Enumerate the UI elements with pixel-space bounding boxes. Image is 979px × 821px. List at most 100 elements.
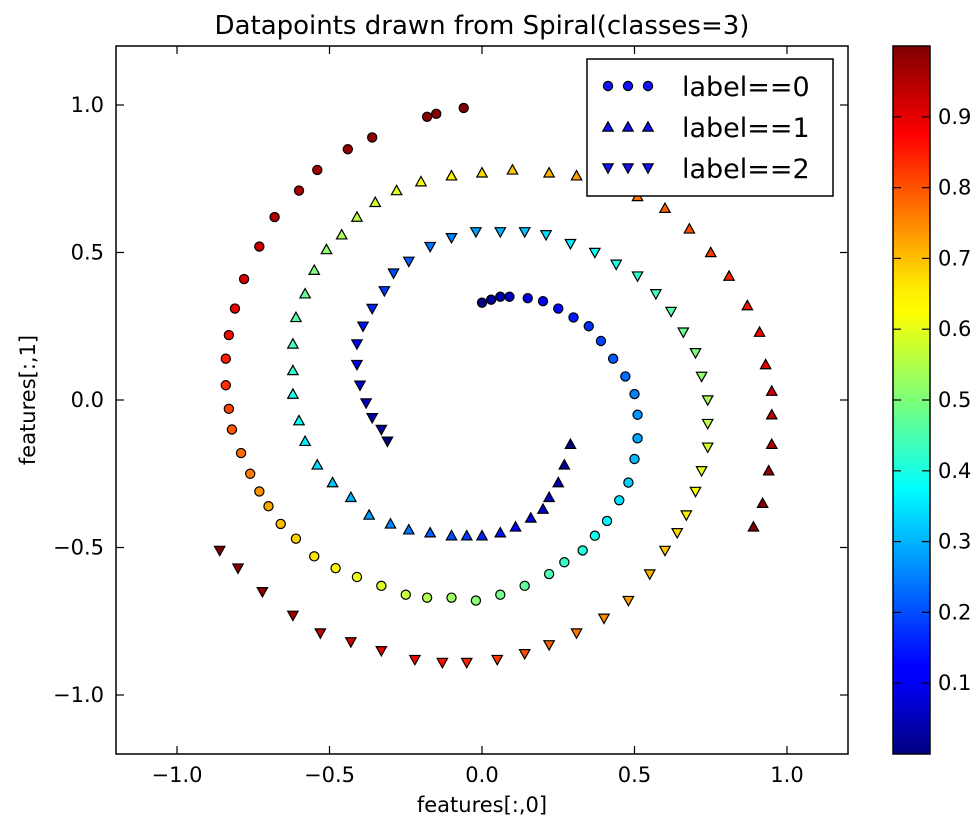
data-point-label-0 [620, 371, 631, 382]
data-point-label-0 [235, 447, 247, 459]
data-point-label-2 [542, 640, 556, 652]
data-point-label-2 [609, 259, 623, 271]
data-point-label-2 [570, 628, 583, 640]
data-point-label-0 [537, 295, 549, 307]
data-point-label-2 [344, 637, 358, 649]
data-point-label-1 [542, 490, 556, 503]
data-point-label-0 [269, 211, 280, 223]
data-point-label-0 [244, 468, 256, 479]
data-point-label-0 [254, 241, 265, 252]
data-point-label-1 [762, 464, 775, 476]
data-point-label-0 [458, 102, 469, 114]
data-point-label-0 [220, 353, 231, 364]
data-point-label-2 [445, 232, 458, 245]
data-point-label-1 [298, 434, 312, 447]
data-point-label-2 [213, 545, 226, 557]
colorbar-tick-label: 0.5 [938, 388, 971, 412]
data-point-label-1 [390, 184, 403, 196]
data-point-label-0 [519, 580, 530, 592]
data-point-label-0 [238, 273, 250, 285]
data-point-label-0 [601, 515, 613, 527]
data-point-label-1 [558, 458, 571, 470]
data-point-label-0 [293, 185, 305, 196]
data-point-label-2 [460, 657, 473, 669]
colorbar-tick-label: 0.7 [938, 246, 971, 270]
data-point-label-0 [342, 144, 353, 155]
legend-marker-1 [601, 120, 615, 132]
data-point-label-1 [320, 243, 333, 255]
legend-marker-1 [621, 120, 635, 132]
data-point-label-1 [335, 228, 348, 240]
data-point-label-1 [494, 526, 507, 538]
data-point-label-1 [308, 263, 321, 275]
data-point-label-2 [350, 359, 364, 372]
data-point-label-2 [695, 371, 708, 383]
data-point-label-2 [231, 563, 245, 575]
x-tick-label: 1.0 [770, 763, 803, 787]
data-point-label-0 [446, 592, 457, 603]
data-point-label-1 [414, 175, 428, 187]
data-point-label-1 [445, 169, 458, 181]
data-point-label-1 [402, 523, 416, 535]
data-point-label-1 [741, 299, 754, 311]
data-point-label-2 [701, 442, 714, 454]
data-point-label-1 [759, 358, 772, 370]
data-point-label-1 [765, 384, 778, 396]
data-point-label-2 [387, 268, 400, 280]
data-point-label-2 [588, 247, 602, 259]
data-point-label-2 [350, 339, 364, 351]
data-point-label-1 [292, 414, 306, 426]
data-point-label-1 [570, 169, 583, 181]
data-point-label-2 [381, 436, 394, 448]
data-point-label-0 [229, 303, 241, 314]
data-point-label-2 [658, 545, 672, 557]
data-point-label-2 [359, 398, 373, 410]
data-point-label-0 [220, 380, 231, 391]
legend-label-0: label==0 [682, 72, 810, 103]
data-point-label-2 [597, 613, 611, 625]
colorbar-ticks: 0.1 0.2 0.3 0.4 0.5 0.6 0.7 0.8 0.9 [893, 105, 971, 695]
colorbar-tick-label: 0.3 [938, 530, 971, 554]
data-point-label-0 [522, 293, 533, 304]
data-point-label-2 [701, 418, 714, 431]
data-point-label-1 [475, 529, 489, 541]
x-tick-label: −1.0 [152, 763, 203, 787]
data-point-label-1 [289, 310, 303, 323]
data-point-label-2 [356, 321, 370, 333]
colorbar-tick-label: 0.4 [938, 459, 971, 483]
data-point-label-2 [408, 654, 422, 667]
data-point-label-2 [643, 569, 656, 581]
data-point-label-0 [632, 433, 643, 444]
data-point-label-0 [351, 571, 363, 583]
data-point-label-1 [350, 210, 364, 222]
data-point-label-2 [680, 510, 693, 522]
y-tick-label: 0.5 [71, 241, 104, 265]
data-point-label-1 [722, 269, 736, 281]
data-point-label-0 [309, 551, 320, 562]
legend-marker-1 [641, 120, 655, 132]
data-point-label-0 [330, 562, 341, 574]
legend: label==0 label==1 label==2 [586, 58, 834, 197]
data-point-label-2 [469, 227, 483, 239]
data-point-label-1 [552, 476, 565, 488]
colorbar-tick-label: 0.6 [938, 317, 971, 341]
x-axis-ticks: −1.0 −0.5 0.0 0.5 1.0 [152, 46, 804, 787]
data-point-label-2 [491, 654, 504, 667]
data-point-label-2 [375, 645, 388, 658]
data-point-label-1 [658, 201, 672, 214]
data-point-label-1 [509, 520, 522, 532]
legend-marker-2 [621, 163, 635, 175]
data-point-label-2 [695, 466, 708, 478]
data-point-label-1 [423, 526, 437, 538]
data-point-label-0 [504, 291, 515, 302]
data-point-label-0 [223, 329, 235, 341]
data-point-label-0 [589, 530, 601, 541]
data-point-label-1 [564, 437, 577, 450]
data-point-label-2 [670, 527, 684, 540]
data-point-label-0 [476, 297, 488, 308]
data-point-label-1 [704, 246, 717, 258]
legend-rows: label==0 label==1 label==2 [601, 72, 810, 185]
data-point-label-1 [369, 195, 382, 208]
data-point-label-2 [375, 424, 388, 436]
colorbar-tick-label: 0.1 [938, 671, 971, 695]
